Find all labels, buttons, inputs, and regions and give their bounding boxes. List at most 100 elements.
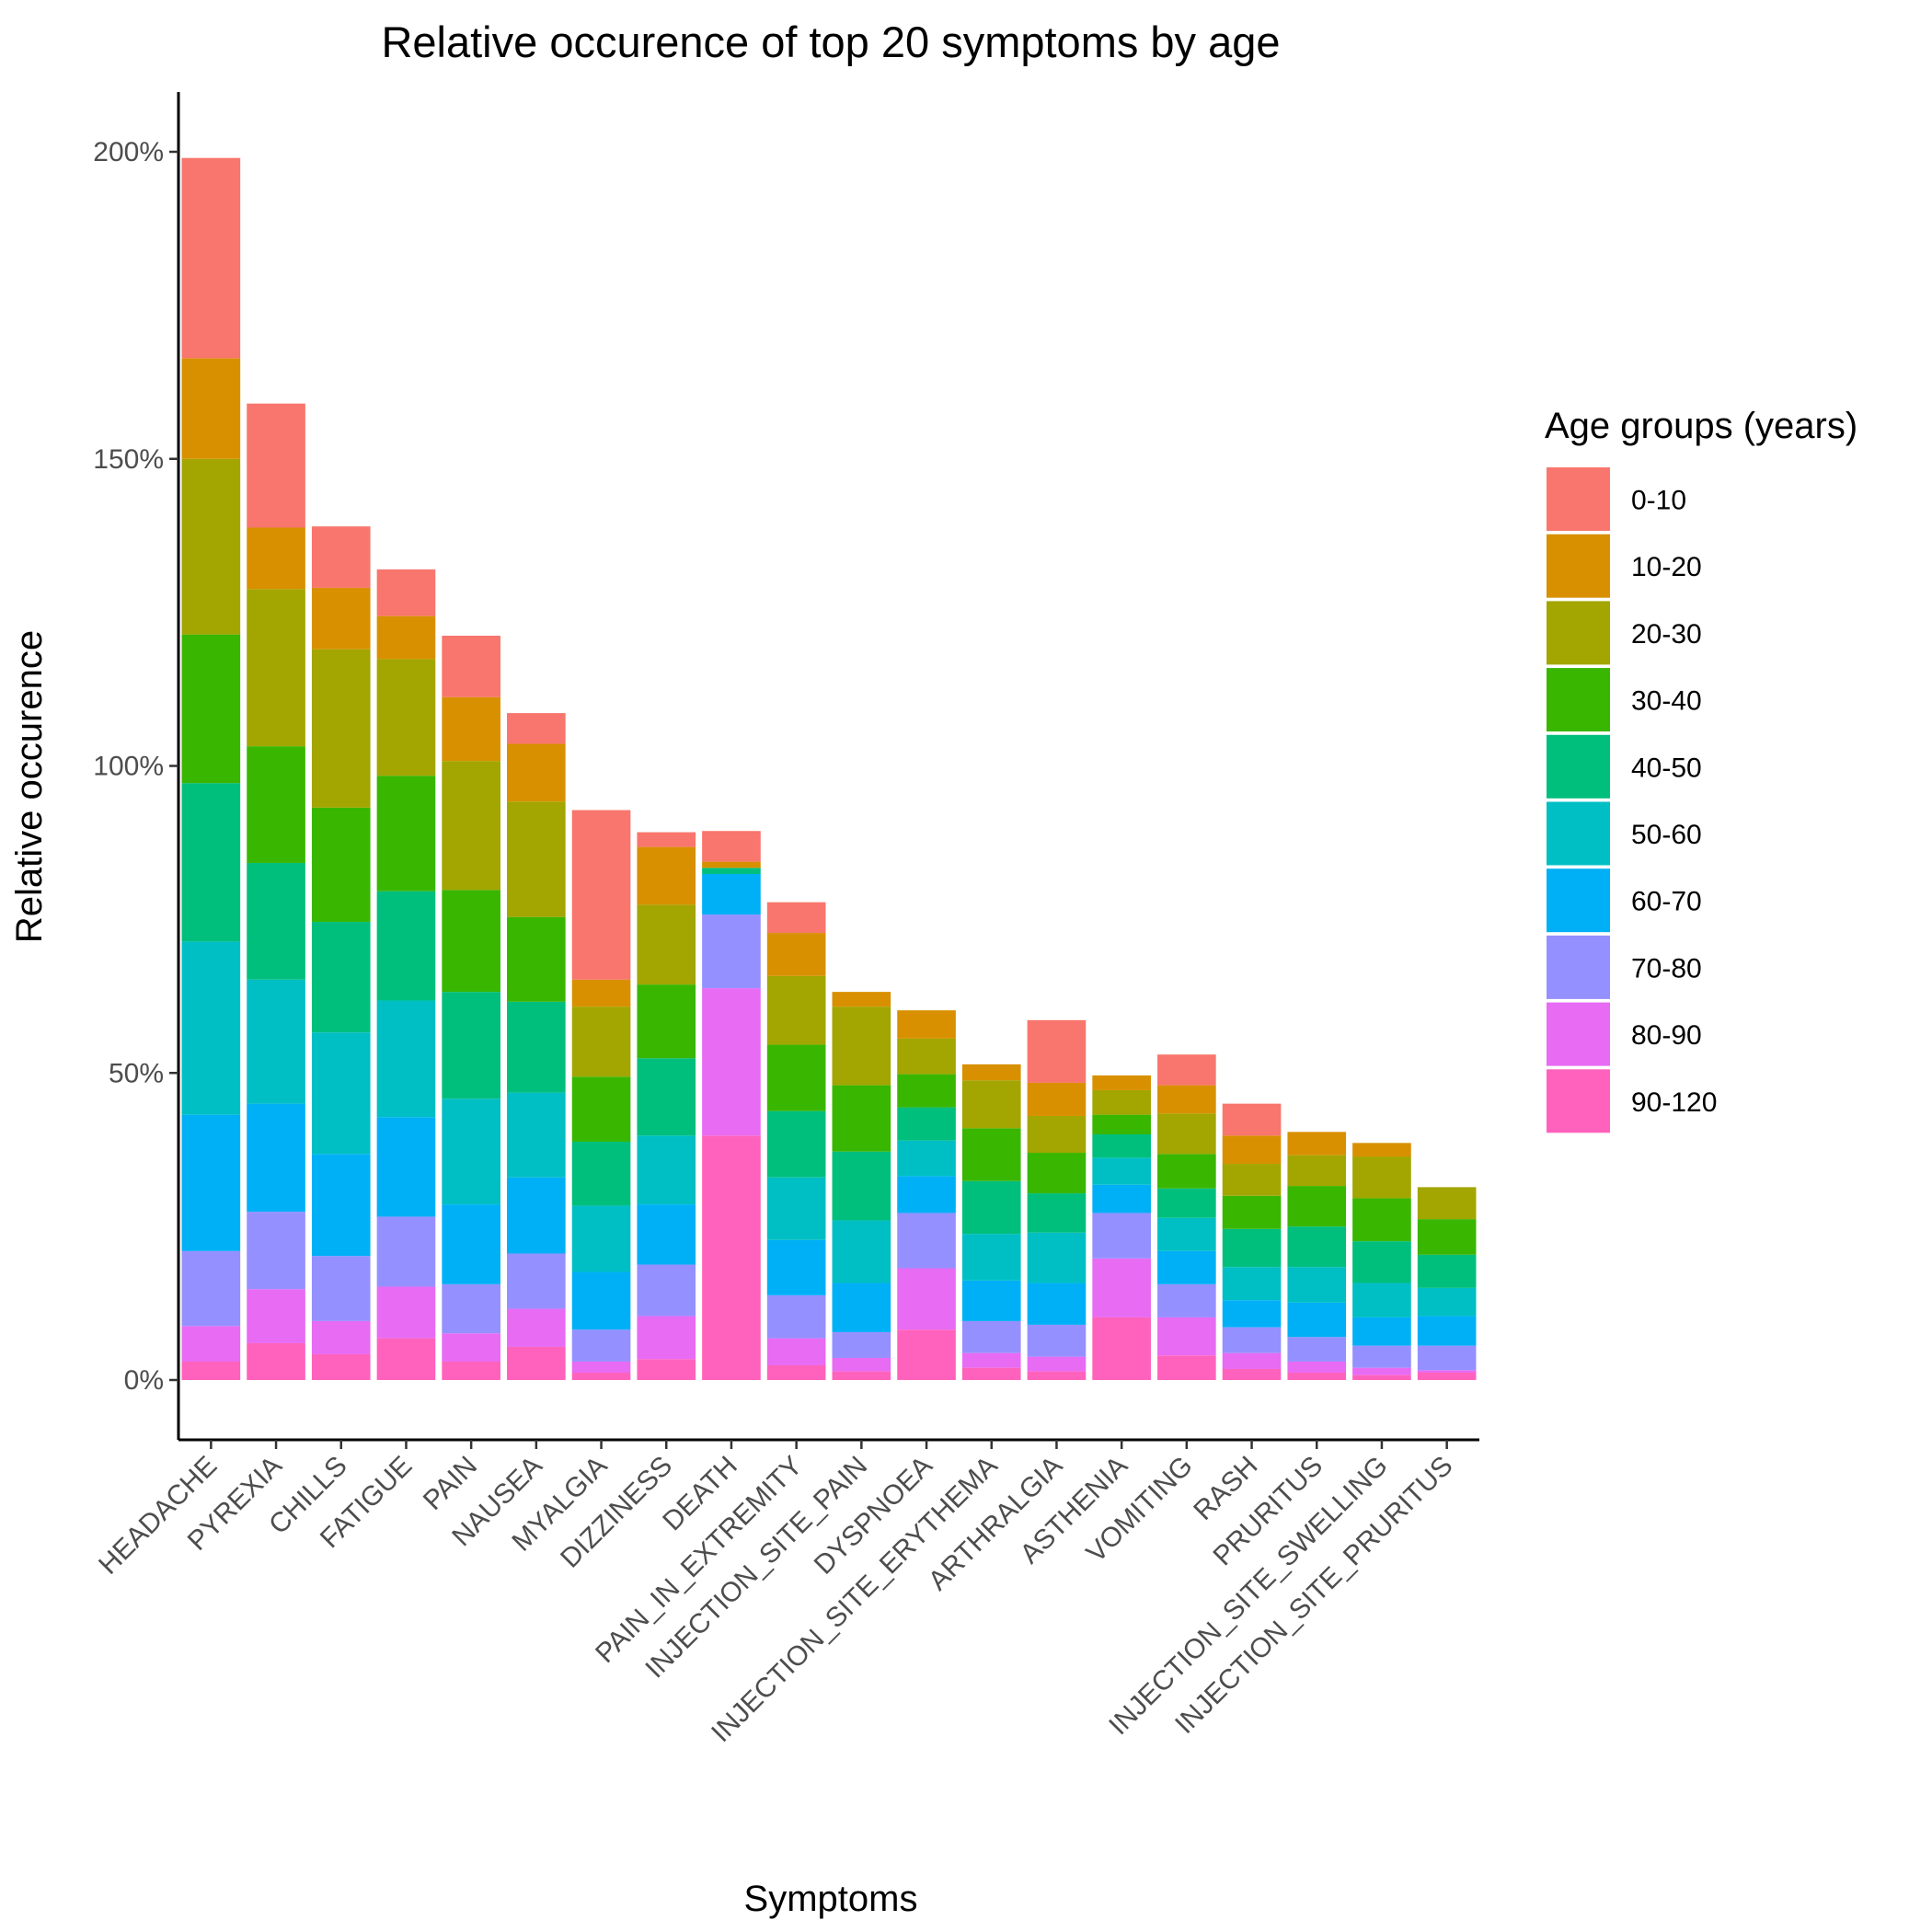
bar-segment	[637, 1135, 696, 1205]
legend-label: 30-40	[1631, 686, 1702, 717]
bar-segment	[832, 1006, 891, 1086]
bar-segment	[702, 868, 761, 874]
bar-segment	[961, 1080, 1021, 1129]
bar-segment	[1222, 1327, 1282, 1353]
bar-segment	[442, 1204, 500, 1284]
bar-segment	[1287, 1155, 1347, 1187]
bar-segment	[832, 1220, 891, 1283]
y-tick-label: 150%	[93, 444, 164, 475]
bar-segment	[1157, 1054, 1216, 1086]
bar-segment	[1027, 1082, 1087, 1116]
bar-segment	[376, 776, 436, 891]
bar-segment	[507, 1253, 566, 1309]
bar-segment	[1352, 1156, 1411, 1199]
bar-segment	[1092, 1258, 1151, 1317]
bar-segment	[832, 1085, 891, 1152]
bar-segment	[637, 984, 696, 1059]
bar-segment	[442, 761, 500, 891]
bar-segment	[1417, 1287, 1477, 1317]
legend-key	[1547, 868, 1610, 933]
legend: Age groups (years) 0-10 10-20 20-30 30-40 40…	[1545, 406, 1857, 1133]
legend-key	[1547, 467, 1610, 531]
bar-segment	[1157, 1113, 1216, 1155]
bar-segment	[376, 569, 436, 616]
bar-segment	[961, 1128, 1021, 1181]
bar-segment	[1352, 1241, 1411, 1283]
legend-label: 10-20	[1631, 552, 1702, 582]
bar-segment	[181, 634, 241, 784]
bar-segment	[1287, 1226, 1347, 1268]
bar-segment	[766, 975, 826, 1045]
chart-title: Relative occurence of top 20 symptoms by…	[381, 17, 1280, 66]
bar-segment	[376, 615, 436, 660]
bar-segment	[1222, 1195, 1282, 1229]
bar-segment	[247, 746, 305, 863]
bar-segment	[637, 1316, 696, 1360]
bar-segment	[311, 1353, 371, 1380]
bar-segment	[961, 1352, 1021, 1368]
bar-segment	[702, 1135, 761, 1380]
bar-segment	[1417, 1187, 1477, 1220]
bar-segment	[1352, 1143, 1411, 1157]
bar-segment	[311, 1032, 371, 1155]
bar-segment	[376, 1338, 436, 1380]
bar-segment	[766, 933, 826, 976]
bar-segment	[247, 979, 305, 1104]
legend-label: 70-80	[1631, 953, 1702, 983]
bar-segment	[961, 1320, 1021, 1353]
bar-segment	[1027, 1193, 1087, 1233]
legend-label: 60-70	[1631, 887, 1702, 917]
bar-segment	[181, 1326, 241, 1362]
bar-segment	[897, 1213, 956, 1269]
bar-segment	[247, 589, 305, 747]
bar-segment	[507, 916, 566, 1002]
bar-segment	[571, 1142, 631, 1206]
bar-segment	[1417, 1372, 1477, 1380]
bar-segment	[637, 1058, 696, 1136]
bar-segment	[961, 1064, 1021, 1081]
bar-segment	[766, 1364, 826, 1380]
bar-segment	[1092, 1075, 1151, 1090]
bar-segment	[376, 1286, 436, 1339]
bar-segment	[961, 1180, 1021, 1235]
bar-segment	[442, 696, 500, 762]
bar-segment	[766, 1338, 826, 1365]
y-tick-label: 200%	[93, 137, 164, 167]
bar-segment	[181, 157, 241, 359]
bar-segment	[637, 1264, 696, 1317]
bar-segment	[832, 1357, 891, 1372]
bar-segment	[311, 1256, 371, 1321]
bar-segment	[247, 527, 305, 590]
bar-segment	[442, 1361, 500, 1380]
bar-segment	[442, 635, 500, 697]
y-tick-label: 50%	[109, 1058, 164, 1088]
bar-segment	[1157, 1283, 1216, 1317]
bar-segment	[1027, 1356, 1087, 1372]
bar-segment	[1027, 1324, 1087, 1357]
bar-segment	[702, 988, 761, 1136]
bar-segment	[311, 587, 371, 650]
bar-segment	[442, 992, 500, 1099]
bar-segment	[1287, 1132, 1347, 1156]
bar-segment	[702, 873, 761, 915]
y-tick-label: 100%	[93, 752, 164, 782]
legend-label: 50-60	[1631, 820, 1702, 850]
legend-key	[1547, 801, 1610, 866]
bar-segment	[1092, 1134, 1151, 1158]
legend-key	[1547, 935, 1610, 999]
bar-segment	[1157, 1250, 1216, 1284]
bar-segment	[571, 1372, 631, 1380]
bar-segment	[571, 979, 631, 1007]
bar-segment	[571, 1006, 631, 1077]
bar-segment	[1287, 1302, 1347, 1338]
bar-segment	[376, 659, 436, 776]
bar-segment	[442, 1283, 500, 1334]
legend-label: 20-30	[1631, 619, 1702, 650]
bars-layer	[181, 157, 1477, 1380]
legend-label: 0-10	[1631, 486, 1686, 516]
bar-segment	[1287, 1267, 1347, 1303]
bar-segment	[571, 1205, 631, 1272]
bar-segment	[702, 861, 761, 868]
bar-segment	[311, 1320, 371, 1354]
legend-key	[1547, 734, 1610, 799]
